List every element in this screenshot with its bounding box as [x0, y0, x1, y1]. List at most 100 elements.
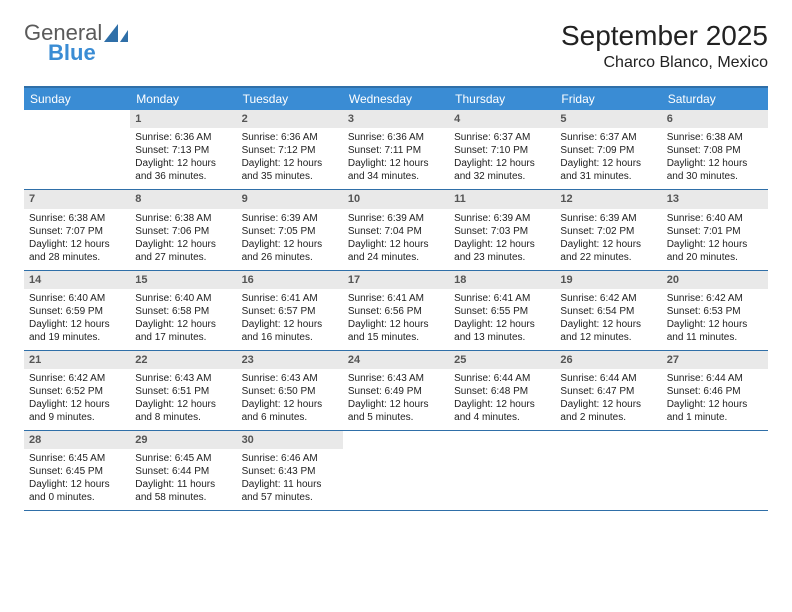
daylight-line: Daylight: 12 hours and 11 minutes. — [667, 318, 763, 344]
daylight-line: Daylight: 12 hours and 22 minutes. — [560, 238, 656, 264]
day-body: Sunrise: 6:36 AMSunset: 7:11 PMDaylight:… — [343, 128, 449, 189]
day-cell: 28Sunrise: 6:45 AMSunset: 6:45 PMDayligh… — [24, 431, 130, 510]
day-cell: 7Sunrise: 6:38 AMSunset: 7:07 PMDaylight… — [24, 190, 130, 269]
day-number: 28 — [24, 431, 130, 449]
day-number: 25 — [449, 351, 555, 369]
sunrise-line: Sunrise: 6:42 AM — [29, 372, 125, 385]
day-cell — [24, 110, 130, 189]
sunrise-line: Sunrise: 6:44 AM — [454, 372, 550, 385]
day-cell: 17Sunrise: 6:41 AMSunset: 6:56 PMDayligh… — [343, 271, 449, 350]
sunrise-line: Sunrise: 6:38 AM — [667, 131, 763, 144]
sunrise-line: Sunrise: 6:41 AM — [454, 292, 550, 305]
daylight-line: Daylight: 12 hours and 28 minutes. — [29, 238, 125, 264]
day-cell: 6Sunrise: 6:38 AMSunset: 7:08 PMDaylight… — [662, 110, 768, 189]
day-cell: 25Sunrise: 6:44 AMSunset: 6:48 PMDayligh… — [449, 351, 555, 430]
sunrise-line: Sunrise: 6:42 AM — [560, 292, 656, 305]
day-number: 23 — [237, 351, 343, 369]
day-cell: 19Sunrise: 6:42 AMSunset: 6:54 PMDayligh… — [555, 271, 661, 350]
sunrise-line: Sunrise: 6:40 AM — [667, 212, 763, 225]
sunrise-line: Sunrise: 6:36 AM — [242, 131, 338, 144]
sunset-line: Sunset: 6:46 PM — [667, 385, 763, 398]
daylight-line: Daylight: 12 hours and 35 minutes. — [242, 157, 338, 183]
daylight-line: Daylight: 12 hours and 9 minutes. — [29, 398, 125, 424]
day-number: 12 — [555, 190, 661, 208]
weekday-header-row: SundayMondayTuesdayWednesdayThursdayFrid… — [24, 88, 768, 110]
weekday-header: Wednesday — [343, 88, 449, 110]
day-number: 10 — [343, 190, 449, 208]
day-cell: 18Sunrise: 6:41 AMSunset: 6:55 PMDayligh… — [449, 271, 555, 350]
sunset-line: Sunset: 7:05 PM — [242, 225, 338, 238]
sunrise-line: Sunrise: 6:44 AM — [667, 372, 763, 385]
sunset-line: Sunset: 7:01 PM — [667, 225, 763, 238]
day-number: 19 — [555, 271, 661, 289]
sunrise-line: Sunrise: 6:38 AM — [135, 212, 231, 225]
sunset-line: Sunset: 6:56 PM — [348, 305, 444, 318]
sunrise-line: Sunrise: 6:39 AM — [348, 212, 444, 225]
day-cell: 3Sunrise: 6:36 AMSunset: 7:11 PMDaylight… — [343, 110, 449, 189]
day-cell: 26Sunrise: 6:44 AMSunset: 6:47 PMDayligh… — [555, 351, 661, 430]
day-body: Sunrise: 6:43 AMSunset: 6:51 PMDaylight:… — [130, 369, 236, 430]
sunset-line: Sunset: 6:57 PM — [242, 305, 338, 318]
day-cell — [343, 431, 449, 510]
day-cell: 1Sunrise: 6:36 AMSunset: 7:13 PMDaylight… — [130, 110, 236, 189]
day-number: 17 — [343, 271, 449, 289]
day-number: 30 — [237, 431, 343, 449]
daylight-line: Daylight: 12 hours and 31 minutes. — [560, 157, 656, 183]
logo-sail-icon — [104, 24, 128, 47]
day-cell: 16Sunrise: 6:41 AMSunset: 6:57 PMDayligh… — [237, 271, 343, 350]
sunset-line: Sunset: 7:03 PM — [454, 225, 550, 238]
daylight-line: Daylight: 12 hours and 16 minutes. — [242, 318, 338, 344]
day-body: Sunrise: 6:41 AMSunset: 6:56 PMDaylight:… — [343, 289, 449, 350]
day-cell: 9Sunrise: 6:39 AMSunset: 7:05 PMDaylight… — [237, 190, 343, 269]
day-body: Sunrise: 6:42 AMSunset: 6:53 PMDaylight:… — [662, 289, 768, 350]
day-number: 4 — [449, 110, 555, 128]
sunset-line: Sunset: 6:48 PM — [454, 385, 550, 398]
weekday-header: Thursday — [449, 88, 555, 110]
day-cell: 4Sunrise: 6:37 AMSunset: 7:10 PMDaylight… — [449, 110, 555, 189]
weekday-header: Tuesday — [237, 88, 343, 110]
sunrise-line: Sunrise: 6:42 AM — [667, 292, 763, 305]
day-number: 8 — [130, 190, 236, 208]
day-body: Sunrise: 6:37 AMSunset: 7:10 PMDaylight:… — [449, 128, 555, 189]
day-cell: 24Sunrise: 6:43 AMSunset: 6:49 PMDayligh… — [343, 351, 449, 430]
sunset-line: Sunset: 6:52 PM — [29, 385, 125, 398]
sunset-line: Sunset: 6:50 PM — [242, 385, 338, 398]
sunrise-line: Sunrise: 6:40 AM — [135, 292, 231, 305]
day-cell: 10Sunrise: 6:39 AMSunset: 7:04 PMDayligh… — [343, 190, 449, 269]
sunrise-line: Sunrise: 6:45 AM — [135, 452, 231, 465]
day-cell: 20Sunrise: 6:42 AMSunset: 6:53 PMDayligh… — [662, 271, 768, 350]
sunset-line: Sunset: 7:12 PM — [242, 144, 338, 157]
daylight-line: Daylight: 12 hours and 26 minutes. — [242, 238, 338, 264]
title-block: September 2025 Charco Blanco, Mexico — [561, 20, 768, 72]
day-body: Sunrise: 6:44 AMSunset: 6:48 PMDaylight:… — [449, 369, 555, 430]
daylight-line: Daylight: 12 hours and 8 minutes. — [135, 398, 231, 424]
day-body: Sunrise: 6:36 AMSunset: 7:12 PMDaylight:… — [237, 128, 343, 189]
day-body: Sunrise: 6:42 AMSunset: 6:52 PMDaylight:… — [24, 369, 130, 430]
day-cell: 30Sunrise: 6:46 AMSunset: 6:43 PMDayligh… — [237, 431, 343, 510]
calendar: SundayMondayTuesdayWednesdayThursdayFrid… — [24, 86, 768, 511]
week-row: 1Sunrise: 6:36 AMSunset: 7:13 PMDaylight… — [24, 110, 768, 190]
day-body: Sunrise: 6:39 AMSunset: 7:03 PMDaylight:… — [449, 209, 555, 270]
daylight-line: Daylight: 12 hours and 5 minutes. — [348, 398, 444, 424]
day-cell: 21Sunrise: 6:42 AMSunset: 6:52 PMDayligh… — [24, 351, 130, 430]
daylight-line: Daylight: 12 hours and 34 minutes. — [348, 157, 444, 183]
sunset-line: Sunset: 6:58 PM — [135, 305, 231, 318]
sunset-line: Sunset: 7:09 PM — [560, 144, 656, 157]
day-number: 27 — [662, 351, 768, 369]
day-body: Sunrise: 6:40 AMSunset: 7:01 PMDaylight:… — [662, 209, 768, 270]
day-number: 29 — [130, 431, 236, 449]
week-row: 21Sunrise: 6:42 AMSunset: 6:52 PMDayligh… — [24, 351, 768, 431]
sunrise-line: Sunrise: 6:43 AM — [135, 372, 231, 385]
day-body: Sunrise: 6:42 AMSunset: 6:54 PMDaylight:… — [555, 289, 661, 350]
daylight-line: Daylight: 12 hours and 2 minutes. — [560, 398, 656, 424]
day-body: Sunrise: 6:44 AMSunset: 6:47 PMDaylight:… — [555, 369, 661, 430]
sunset-line: Sunset: 6:54 PM — [560, 305, 656, 318]
week-row: 14Sunrise: 6:40 AMSunset: 6:59 PMDayligh… — [24, 271, 768, 351]
sunrise-line: Sunrise: 6:37 AM — [560, 131, 656, 144]
sunset-line: Sunset: 6:51 PM — [135, 385, 231, 398]
daylight-line: Daylight: 12 hours and 19 minutes. — [29, 318, 125, 344]
day-number: 5 — [555, 110, 661, 128]
day-body: Sunrise: 6:46 AMSunset: 6:43 PMDaylight:… — [237, 449, 343, 510]
day-body: Sunrise: 6:39 AMSunset: 7:05 PMDaylight:… — [237, 209, 343, 270]
day-cell: 23Sunrise: 6:43 AMSunset: 6:50 PMDayligh… — [237, 351, 343, 430]
